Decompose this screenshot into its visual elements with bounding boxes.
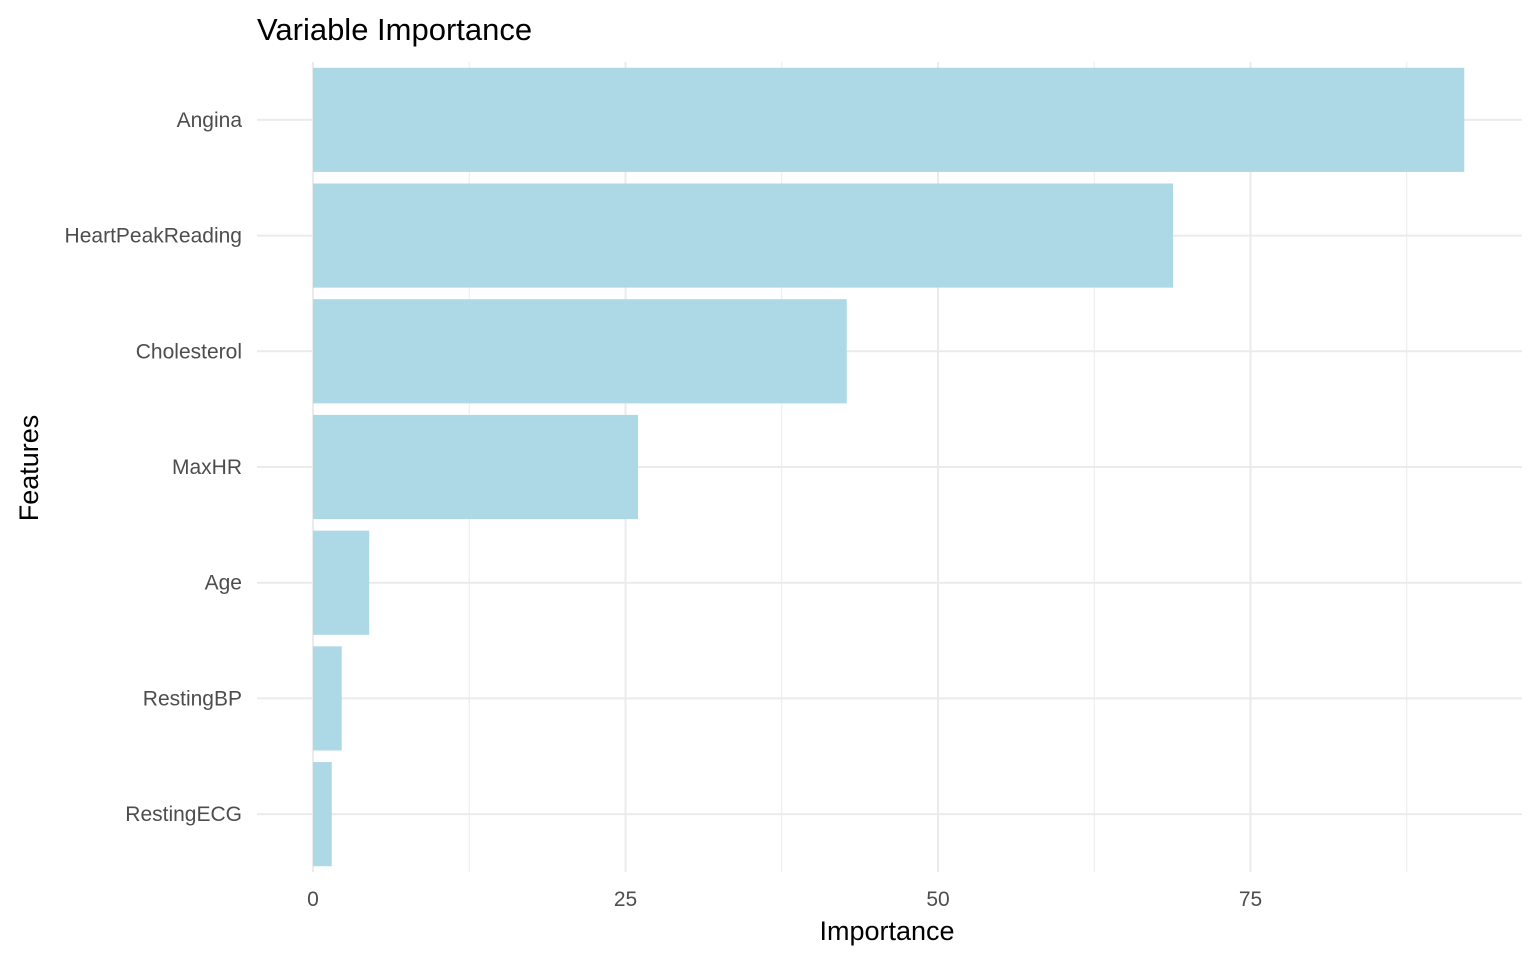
- y-tick-label: Angina: [177, 109, 243, 132]
- x-tick-label: 25: [614, 888, 637, 911]
- bar-maxhr: [313, 414, 638, 520]
- y-tick-labels: Angina HeartPeakReading Cholesterol MaxHR Ag…: [65, 109, 243, 826]
- y-tick-label: RestingBP: [143, 687, 242, 710]
- bar-restingecg: [313, 762, 332, 867]
- x-tick-labels: 0 25 50 75: [307, 888, 1262, 911]
- y-tick-label: RestingECG: [125, 803, 242, 826]
- y-tick-label: HeartPeakReading: [65, 225, 242, 248]
- x-axis-title: Importance: [819, 916, 954, 946]
- bar-age: [313, 530, 370, 635]
- bar-cholesterol: [313, 299, 847, 404]
- y-tick-label: Age: [205, 572, 242, 595]
- bar-angina: [313, 67, 1465, 172]
- x-tick-label: 50: [926, 888, 949, 911]
- chart-title: Variable Importance: [257, 12, 532, 47]
- y-axis-title: Features: [14, 415, 44, 522]
- bars: [313, 67, 1465, 867]
- bar-restingbp: [313, 646, 342, 751]
- bar-heartpeakreading: [313, 183, 1173, 288]
- y-tick-label: Cholesterol: [136, 340, 242, 363]
- x-tick-label: 0: [307, 888, 319, 911]
- x-tick-label: 75: [1239, 888, 1262, 911]
- y-tick-label: MaxHR: [172, 456, 242, 479]
